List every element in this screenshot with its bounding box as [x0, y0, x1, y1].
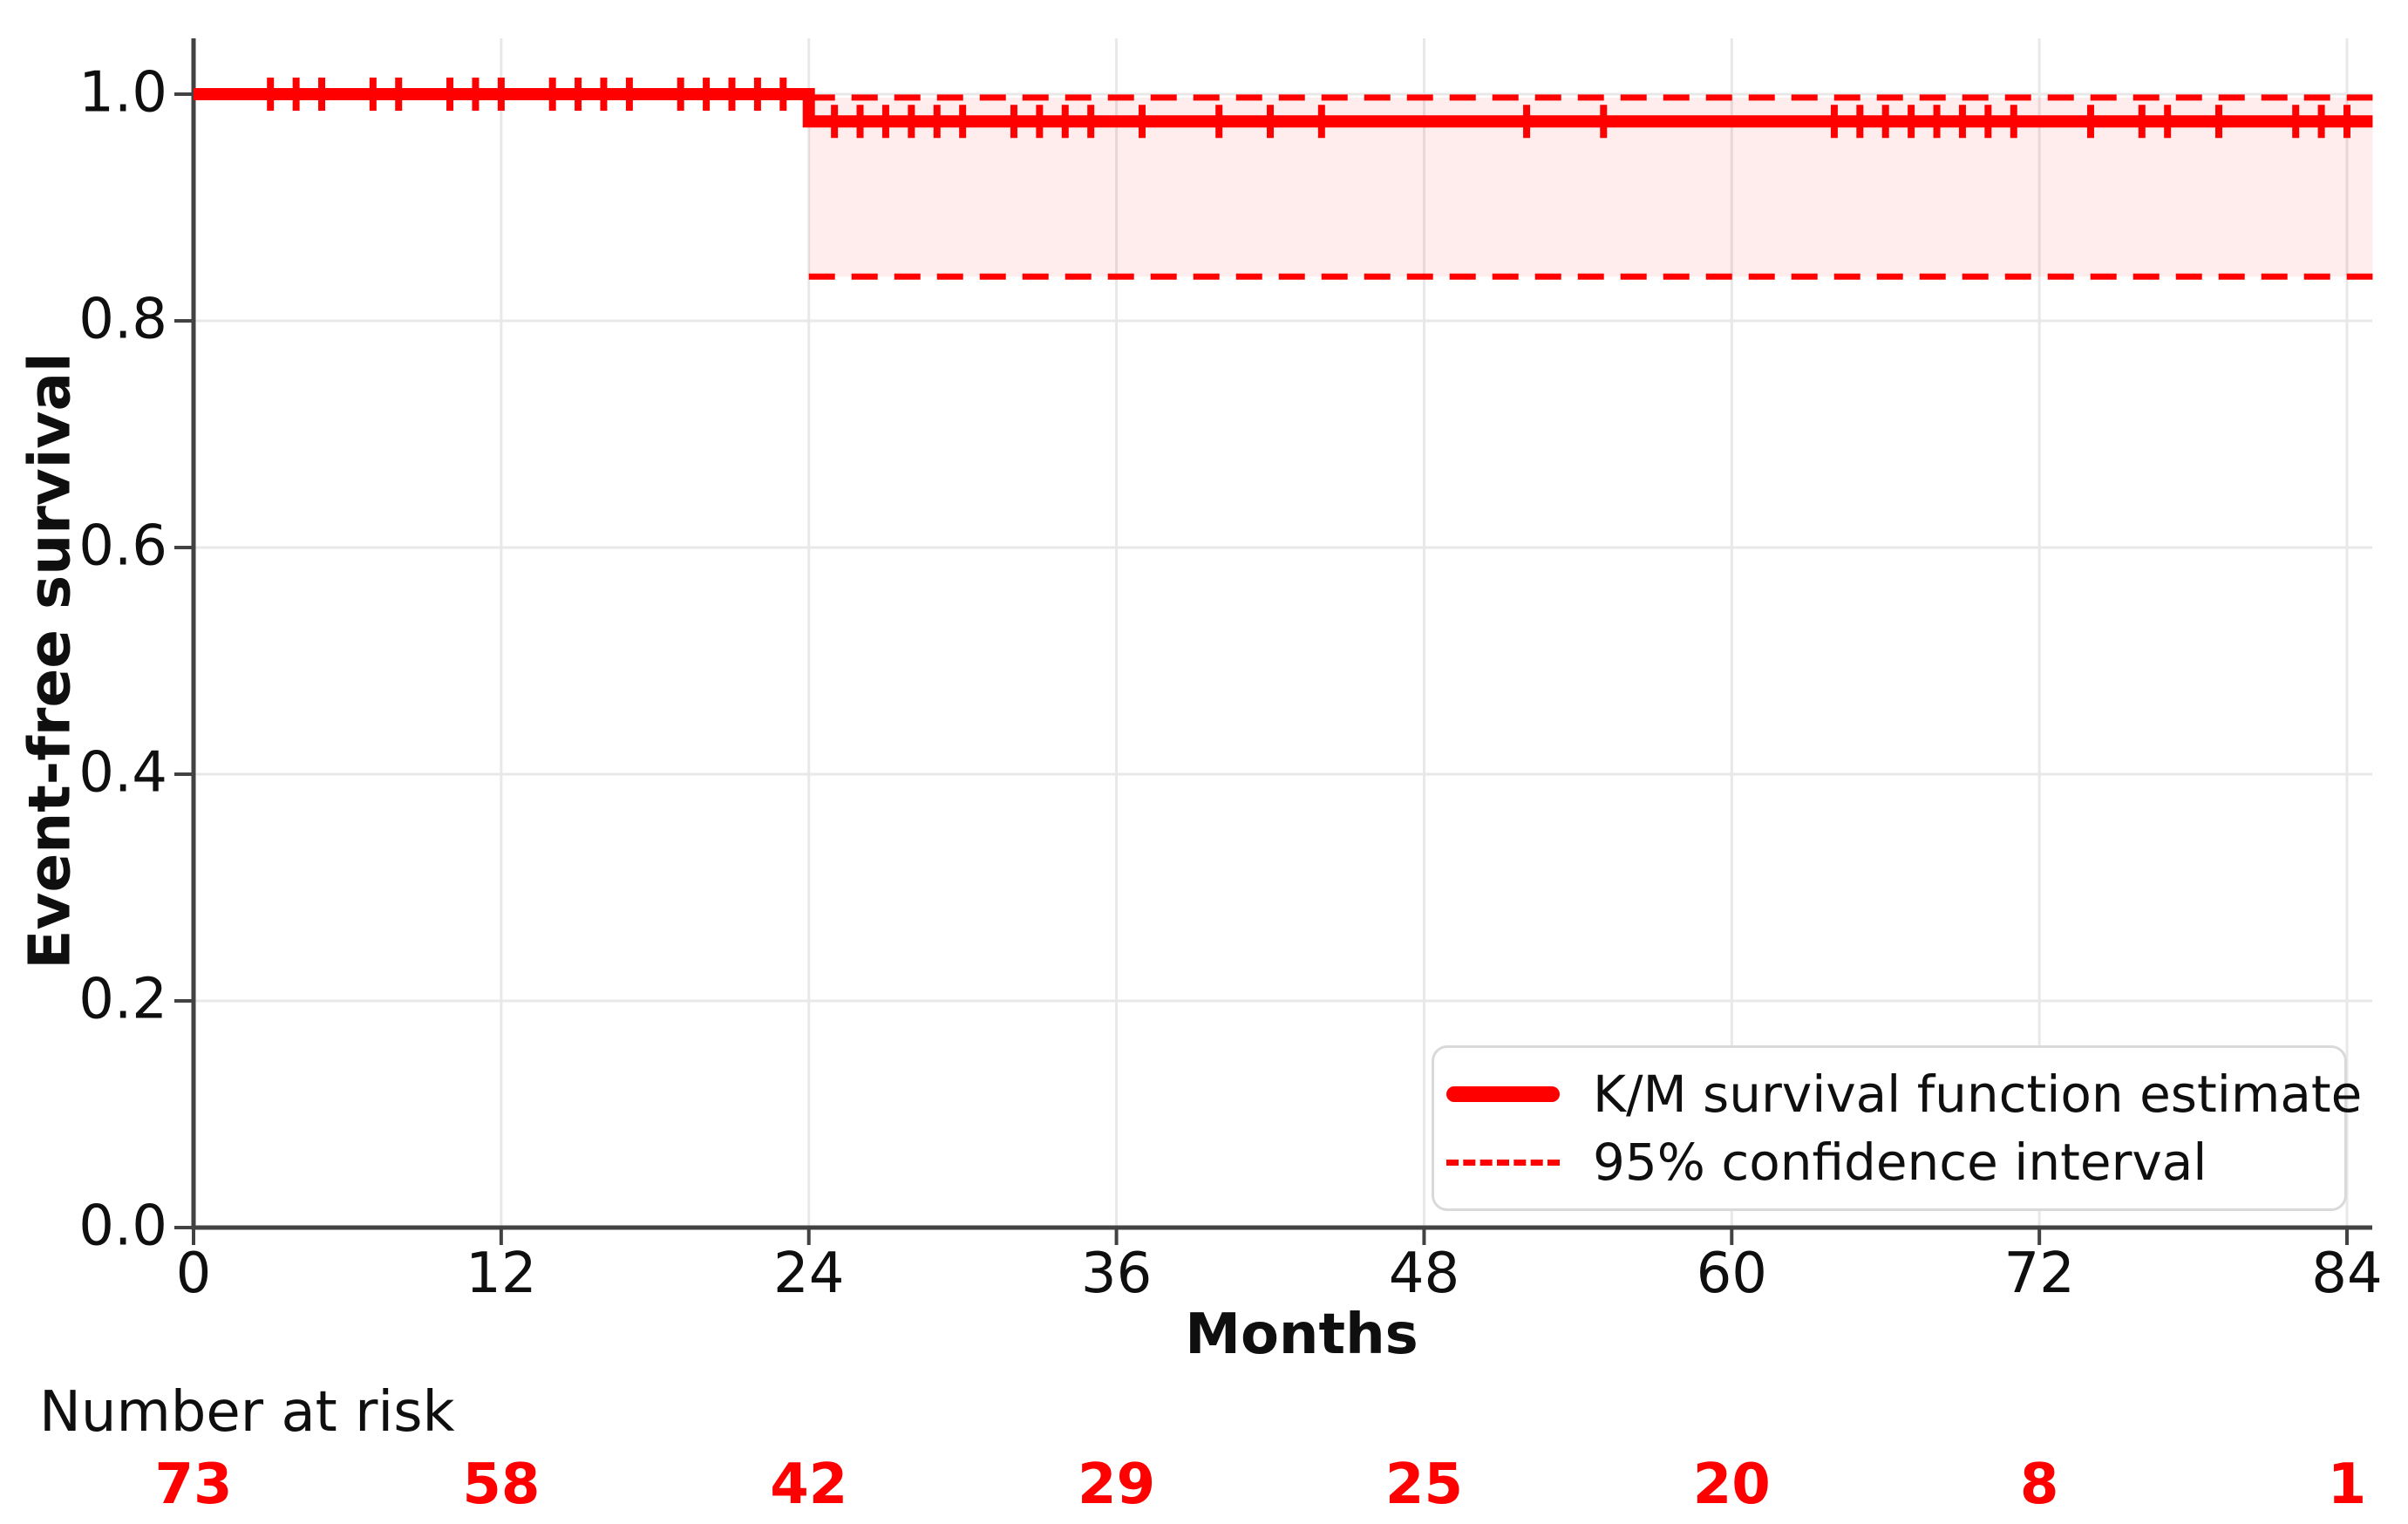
- number-at-risk-count: 1: [2327, 1453, 2367, 1517]
- y-tick-label: 0.2: [78, 967, 167, 1032]
- x-tick-label: 12: [466, 1242, 537, 1306]
- legend: K/M survival function estimate 95% confi…: [1432, 1045, 2362, 1211]
- legend-dashed-line-swatch: [1446, 1159, 1560, 1166]
- number-at-risk-count: 8: [2019, 1453, 2059, 1517]
- y-axis-title: Event-free survival: [16, 352, 84, 970]
- number-at-risk-count: 29: [1078, 1453, 1156, 1517]
- x-tick-label: 24: [773, 1242, 845, 1306]
- y-tick-label: 0.8: [78, 287, 167, 352]
- y-tick-label: 1.0: [78, 60, 167, 126]
- x-tick-label: 0: [175, 1242, 212, 1306]
- y-tick-label: 0.4: [78, 740, 167, 806]
- number-at-risk-count: 73: [154, 1453, 233, 1517]
- x-tick-label: 72: [2003, 1242, 2075, 1306]
- number-at-risk-label: Number at risk: [39, 1380, 455, 1445]
- x-tick-label: 36: [1080, 1242, 1153, 1306]
- number-at-risk-count: 25: [1384, 1453, 1463, 1517]
- number-at-risk-count: 20: [1692, 1453, 1771, 1517]
- legend-entry-ci: 95% confidence interval: [1446, 1133, 2327, 1192]
- x-axis-title: Months: [1185, 1303, 1418, 1367]
- legend-solid-line-swatch: [1446, 1085, 1560, 1102]
- y-tick-label: 0.6: [78, 514, 167, 579]
- number-at-risk-count: 58: [462, 1453, 541, 1517]
- legend-label-km: K/M survival function estimate: [1593, 1064, 2363, 1124]
- x-tick-label: 60: [1696, 1242, 1768, 1306]
- legend-label-ci: 95% confidence interval: [1593, 1133, 2207, 1193]
- number-at-risk-count: 42: [770, 1453, 848, 1517]
- y-tick-label: 0.0: [78, 1194, 167, 1259]
- x-tick-label: 84: [2311, 1242, 2383, 1306]
- x-tick-label: 48: [1388, 1242, 1460, 1306]
- legend-entry-km: K/M survival function estimate: [1446, 1065, 2362, 1124]
